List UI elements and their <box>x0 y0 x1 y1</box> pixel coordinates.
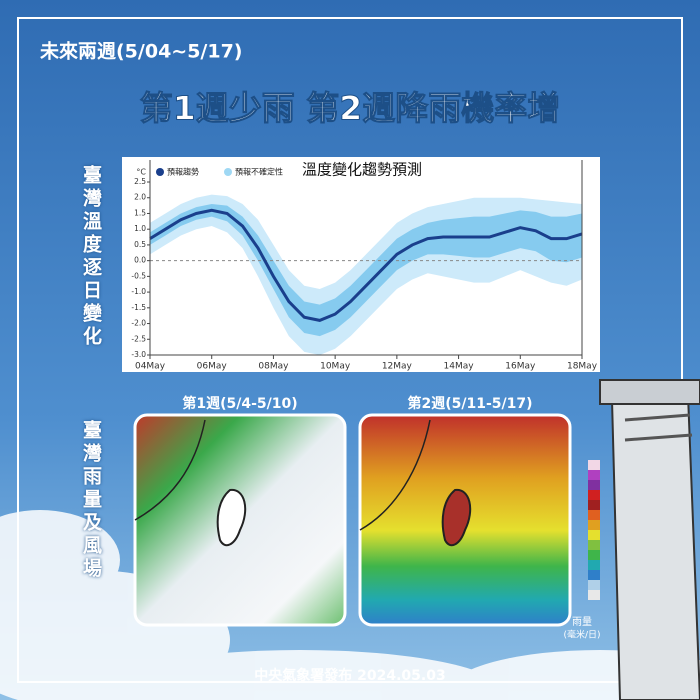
frame <box>17 17 683 683</box>
y-tick-label: -0.5 <box>131 271 146 280</box>
y-tick-label: -3.0 <box>131 350 146 359</box>
legend-label: 預報趨勢 <box>167 167 199 177</box>
legend-swatch <box>224 168 232 176</box>
y-tick-label: -1.5 <box>131 303 146 312</box>
trend-line <box>149 208 583 322</box>
footer: 中央氣象署發布 2024.05.03 <box>254 667 445 684</box>
legend-swatch <box>156 168 164 176</box>
x-tick-label: 14May <box>444 362 475 372</box>
map-week1 <box>133 413 347 627</box>
y-tick-label: -1.0 <box>131 287 146 296</box>
lighthouse <box>599 379 700 700</box>
x-tick-label: 08May <box>258 362 289 372</box>
x-tick-label: 06May <box>197 362 228 372</box>
x-tick-label: 16May <box>505 362 536 372</box>
y-tick-label: 2.0 <box>134 193 146 202</box>
y-tick-label: 2.5 <box>134 177 146 186</box>
y-tick-label: 0.0 <box>134 256 146 265</box>
rain-scale-unit: (毫米/日) <box>563 629 600 641</box>
x-tick-label: 12May <box>382 362 413 372</box>
rain-scale-title: 雨量 <box>572 616 592 628</box>
rain-scale <box>588 460 600 600</box>
x-tick-label: 04May <box>135 362 166 372</box>
side-label: 臺灣雨量及風場 <box>80 420 102 581</box>
side-label: 臺灣溫度逐日變化 <box>80 165 102 349</box>
y-tick-label: 0.5 <box>134 240 146 249</box>
x-tick-label: 10May <box>320 362 351 372</box>
map-title: 第2週(5/11-5/17) <box>407 395 532 412</box>
y-tick-label: 1.0 <box>134 224 146 233</box>
y-tick-label: 1.5 <box>134 208 146 217</box>
legend-label: 預報不確定性 <box>235 167 283 177</box>
plot: -3.0 -2.5 -2.0 -1.5 -1.0 -0.5 0.0 0.5 1.0 1.5 2.0 2… <box>131 160 598 372</box>
map-title: 第1週(5/4-5/10) <box>182 395 297 412</box>
y-tick-label: -2.0 <box>131 319 146 328</box>
chart-title: 溫度變化趨勢預測 <box>302 161 422 179</box>
period: 未來兩週(5/04~5/17) <box>39 40 243 63</box>
x-tick-label: 18May <box>567 362 598 372</box>
y-tick-label: -2.5 <box>131 334 146 343</box>
map-week2 <box>358 413 572 627</box>
headline: 第1週少雨 第2週降雨機率增 <box>140 89 560 128</box>
y-axis-label: °C <box>136 168 146 177</box>
